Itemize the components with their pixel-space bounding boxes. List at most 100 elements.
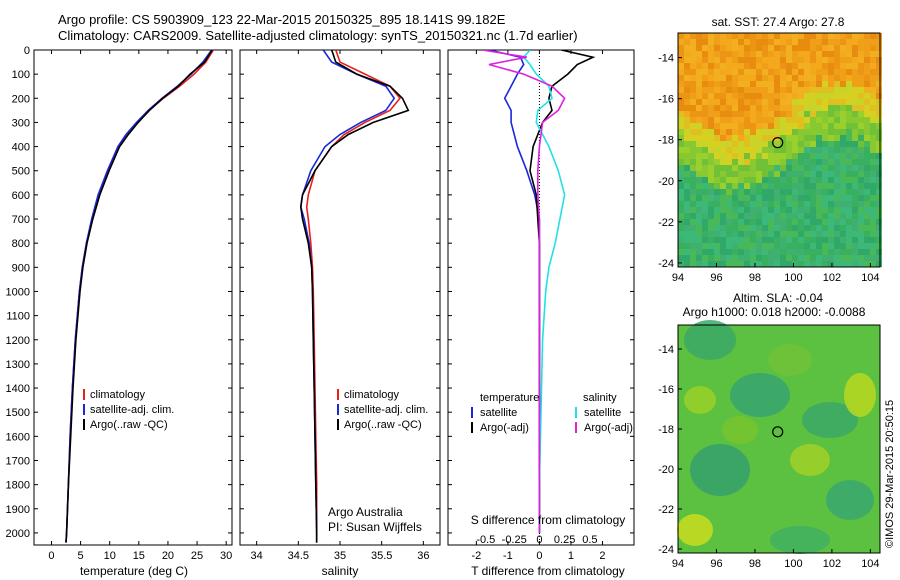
sst-cell <box>852 93 858 99</box>
sst-cell <box>732 81 738 87</box>
sst-cell <box>792 243 798 249</box>
sst-cell <box>876 93 882 99</box>
sst-cell <box>756 207 762 213</box>
sst-cell <box>684 261 690 267</box>
sst-cell <box>684 129 690 135</box>
sst-cell <box>846 51 852 57</box>
sst-cell <box>780 135 786 141</box>
sst-cell <box>816 213 822 219</box>
sst-cell <box>726 57 732 63</box>
sst-cell <box>750 51 756 57</box>
sla-anomaly-blob <box>790 444 830 476</box>
sst-cell <box>744 147 750 153</box>
sst-cell <box>720 153 726 159</box>
sst-cell <box>846 225 852 231</box>
sst-cell <box>756 189 762 195</box>
sst-cell <box>792 99 798 105</box>
sst-cell <box>714 219 720 225</box>
sst-cell <box>852 165 858 171</box>
sst-cell <box>702 183 708 189</box>
sst-cell <box>858 57 864 63</box>
sst-cell <box>816 69 822 75</box>
sst-cell <box>738 249 744 255</box>
sst-cell <box>852 237 858 243</box>
sst-cell <box>738 231 744 237</box>
sst-cell <box>696 105 702 111</box>
sst-cell <box>684 237 690 243</box>
sst-cell <box>834 225 840 231</box>
sst-cell <box>840 141 846 147</box>
sst-cell <box>750 255 756 261</box>
sst-cell <box>738 111 744 117</box>
sst-cell <box>726 87 732 93</box>
sst-cell <box>780 207 786 213</box>
sst-cell <box>798 111 804 117</box>
sst-cell <box>822 45 828 51</box>
sst-cell <box>684 201 690 207</box>
sst-cell <box>834 243 840 249</box>
sst-cell <box>804 75 810 81</box>
sst-cell <box>780 57 786 63</box>
sst-cell <box>870 117 876 123</box>
sst-cell <box>846 177 852 183</box>
sst-cell <box>786 255 792 261</box>
sst-cell <box>750 201 756 207</box>
sst-cell <box>822 159 828 165</box>
sst-cell <box>810 39 816 45</box>
sst-cell <box>870 111 876 117</box>
sst-cell <box>708 177 714 183</box>
x-tick-label: 10 <box>104 550 116 562</box>
sst-cell <box>870 237 876 243</box>
sla-anomaly-blob <box>684 386 716 414</box>
sst-cell <box>738 147 744 153</box>
sst-cell <box>822 225 828 231</box>
sst-cell <box>852 75 858 81</box>
legend-label: Argo(-adj) <box>480 422 529 434</box>
sst-cell <box>720 105 726 111</box>
sst-cell <box>798 213 804 219</box>
sst-cell <box>744 243 750 249</box>
sst-cell <box>774 99 780 105</box>
sst-cell <box>756 141 762 147</box>
sst-cell <box>744 201 750 207</box>
sst-cell <box>702 231 708 237</box>
profile-panel-1: 0100200300400500600700800900100011001200… <box>6 45 233 562</box>
sst-cell <box>690 219 696 225</box>
sst-cell <box>756 33 762 39</box>
sst-cell <box>768 195 774 201</box>
sst-cell <box>834 255 840 261</box>
sst-cell <box>780 219 786 225</box>
sst-cell <box>714 39 720 45</box>
sst-cell <box>870 195 876 201</box>
sst-cell <box>774 195 780 201</box>
sst-cell <box>762 93 768 99</box>
sst-cell <box>726 231 732 237</box>
sst-cell <box>846 45 852 51</box>
sst-cell <box>708 87 714 93</box>
sst-cell <box>828 117 834 123</box>
sst-cell <box>858 261 864 267</box>
sst-cell <box>828 141 834 147</box>
sst-cell <box>810 231 816 237</box>
y-tick-label: -24 <box>658 258 674 270</box>
sst-cell <box>714 213 720 219</box>
sst-cell <box>774 237 780 243</box>
sst-cell <box>870 93 876 99</box>
sst-cell <box>804 93 810 99</box>
sst-cell <box>726 147 732 153</box>
sst-cell <box>834 99 840 105</box>
sst-cell <box>834 69 840 75</box>
sst-cell <box>684 255 690 261</box>
sst-cell <box>822 165 828 171</box>
sst-cell <box>798 93 804 99</box>
sst-cell <box>732 219 738 225</box>
sst-cell <box>774 255 780 261</box>
sst-cell <box>846 231 852 237</box>
y-tick-label: 1100 <box>6 311 30 323</box>
sst-cell <box>786 99 792 105</box>
panel-frame <box>447 49 635 546</box>
sst-cell <box>678 135 684 141</box>
sst-cell <box>840 51 846 57</box>
sst-cell <box>714 189 720 195</box>
sst-cell <box>696 213 702 219</box>
